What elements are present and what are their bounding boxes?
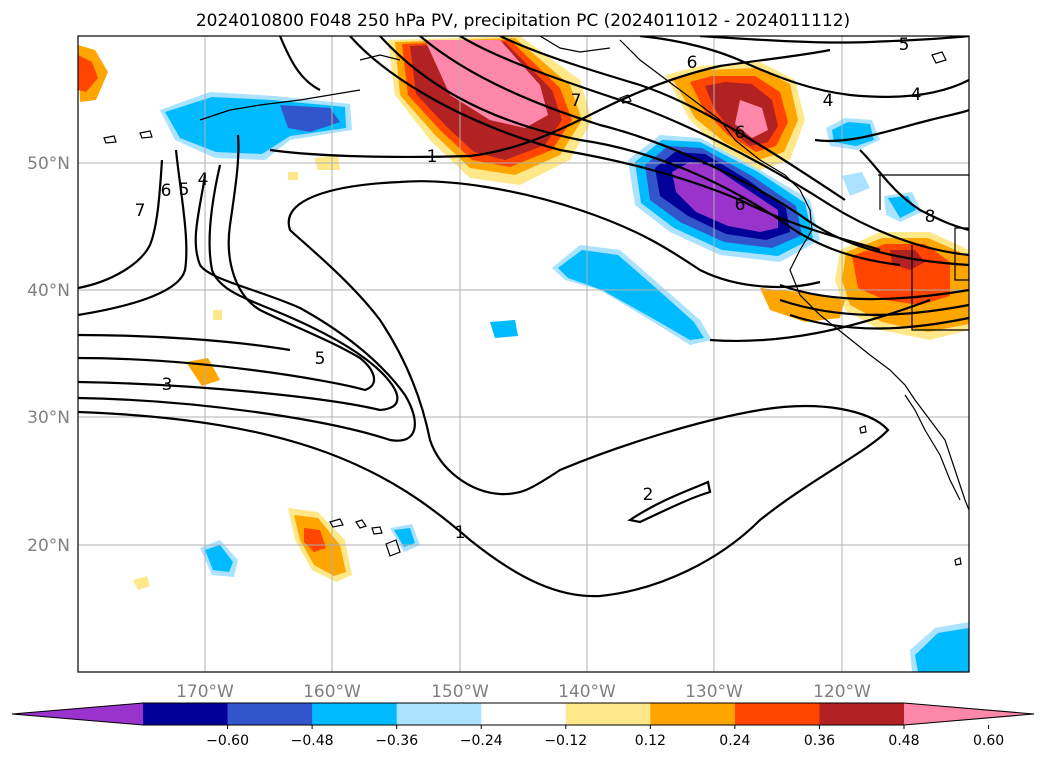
colorbar-segment xyxy=(565,703,651,725)
contour-label: 1 xyxy=(427,147,438,167)
contour-label: 5 xyxy=(899,35,910,55)
contour-label: 7 xyxy=(571,91,582,111)
colorbar-tick-label: 0.36 xyxy=(804,733,835,749)
islands xyxy=(103,51,962,566)
contour-label: 6 xyxy=(735,195,746,215)
contour-label: 4 xyxy=(198,170,209,190)
lon-label: 140°W xyxy=(558,682,616,702)
gridlines xyxy=(78,36,969,672)
contour-label: 6 xyxy=(687,53,698,73)
lat-label: 30°N xyxy=(27,408,70,428)
pv-contours xyxy=(78,36,969,598)
contour-label: 1 xyxy=(455,523,466,543)
colorbar-tick-label: −0.36 xyxy=(375,733,418,749)
contour-label: 4 xyxy=(911,85,922,105)
lon-label: 120°W xyxy=(813,682,871,702)
colorbar-segment xyxy=(143,703,229,725)
colorbar-extend-low xyxy=(12,703,143,725)
lat-label: 20°N xyxy=(27,536,70,556)
colorbar-tick-label: −0.12 xyxy=(544,733,587,749)
lat-label: 40°N xyxy=(27,281,70,301)
map-title: 2024010800 F048 250 hPa PV, precipitatio… xyxy=(196,11,850,31)
contour-labels: 1 1 2 3 4 4 5 5 5 6 6 6 7 7 8 4 6 xyxy=(135,35,936,543)
colorbar-tick-label: 0.24 xyxy=(719,733,750,749)
lon-label: 130°W xyxy=(685,682,743,702)
colorbar-segment xyxy=(396,703,482,725)
colorbar-extend-high xyxy=(904,703,1034,725)
map-frame xyxy=(77,35,970,673)
contour-label: 5 xyxy=(179,180,190,200)
contour-label: 6 xyxy=(735,123,746,143)
lon-label: 170°W xyxy=(176,682,234,702)
contour-label: 3 xyxy=(162,375,173,395)
contour-label: 6 xyxy=(161,181,172,201)
map-panel: 1 1 2 3 4 4 5 5 5 6 6 6 7 7 8 4 6 xyxy=(78,35,969,672)
contour-label: 8 xyxy=(925,207,936,227)
colorbar-segment xyxy=(227,703,313,725)
contour-label: 5 xyxy=(315,349,326,369)
contour-label: 4 xyxy=(823,91,834,111)
colorbar: −0.60 −0.48 −0.36 −0.24 −0.12 0.12 0.24 0.36 0.4… xyxy=(11,702,1035,749)
contour-label: 7 xyxy=(135,201,146,221)
colorbar-tick-label: 0.48 xyxy=(888,733,919,749)
colorbar-tick-label: −0.24 xyxy=(460,733,503,749)
colorbar-segment xyxy=(650,703,736,725)
lon-label: 160°W xyxy=(303,682,361,702)
colorbar-segment xyxy=(819,703,905,725)
lon-label: 150°W xyxy=(431,682,489,702)
colorbar-tick-label: 0.12 xyxy=(635,733,666,749)
colorbar-tick-label: −0.48 xyxy=(291,733,334,749)
colorbar-segment xyxy=(734,703,820,725)
colorbar-segment xyxy=(312,703,398,725)
lon-tick-labels: 170°W 160°W 150°W 140°W 130°W 120°W xyxy=(176,682,871,702)
colorbar-outline xyxy=(11,702,1035,726)
colorbar-segment xyxy=(481,703,567,725)
colorbar-tick-label: 0.60 xyxy=(973,733,1004,749)
contour-label: 2 xyxy=(643,485,654,505)
colorbar-tick-label: −0.60 xyxy=(206,733,249,749)
lat-tick-labels: 50°N 40°N 30°N 20°N xyxy=(27,154,70,556)
lat-label: 50°N xyxy=(27,154,70,174)
